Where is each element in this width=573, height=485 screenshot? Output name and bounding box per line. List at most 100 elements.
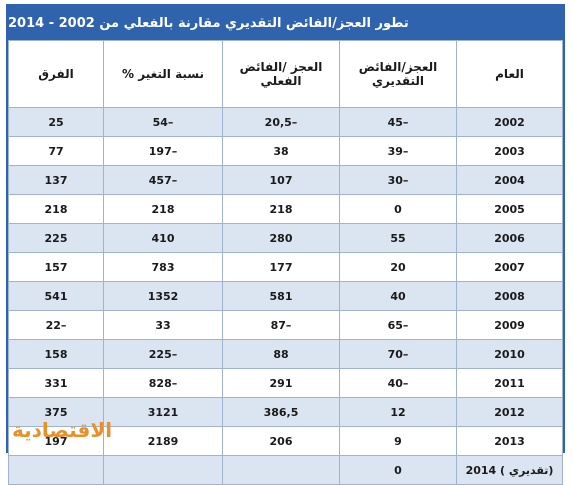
table-row: 2004 30– 107 457– 137	[8, 165, 563, 195]
table-cell: 54–	[103, 107, 223, 137]
table-cell: 291	[222, 368, 340, 398]
cell-text: 20	[390, 260, 406, 274]
table-cell: 70–	[339, 339, 457, 369]
cell-text: 2008	[494, 289, 525, 303]
cell-text: 40–	[387, 376, 409, 390]
table-cell: 218	[8, 194, 104, 224]
cell-text: 54–	[152, 115, 174, 129]
cell-text: 2010	[494, 347, 525, 361]
table-cell	[222, 455, 340, 485]
table-cell: 218	[222, 194, 340, 224]
table-cell: 2007	[456, 252, 563, 282]
table-row: 2007 20 177 783 157	[8, 252, 563, 282]
cell-text: 2005	[494, 202, 525, 216]
table-cell: 2003	[456, 136, 563, 166]
cell-text: 291	[269, 376, 293, 390]
table-row: 2005 0 218 218 218	[8, 194, 563, 224]
data-table: العام العجز/الفائض التقديري العجز /الفائض …	[8, 40, 563, 485]
cell-text: 45–	[387, 115, 409, 129]
table-cell: 280	[222, 223, 340, 253]
table-cell: 107	[222, 165, 340, 195]
cell-text: 9	[394, 434, 402, 448]
table-cell: 30–	[339, 165, 457, 195]
table-row: 2006 55 280 410 225	[8, 223, 563, 253]
cell-text: 3121	[147, 405, 179, 419]
table-cell	[103, 455, 223, 485]
cell-text: 783	[151, 260, 175, 274]
table-cell: 158	[8, 339, 104, 369]
table-cell: 20,5–	[222, 107, 340, 137]
table-cell: 177	[222, 252, 340, 282]
table-row: 2003 39– 38 197– 77	[8, 136, 563, 166]
cell-text: 218	[44, 202, 68, 216]
table-cell: 2189	[103, 426, 223, 456]
table-title: تطور العجز/الفائض التقديري مقارنة بالفعل…	[8, 6, 563, 40]
cell-text: 2189	[147, 434, 179, 448]
table-cell: 2002	[456, 107, 563, 137]
table-cell: 581	[222, 281, 340, 311]
table-cell: 40–	[339, 368, 457, 398]
cell-text: 2012	[494, 405, 525, 419]
cell-text: 70–	[387, 347, 409, 361]
cell-text: 2009	[494, 318, 525, 332]
cell-text: 331	[44, 376, 68, 390]
cell-text: 2013	[494, 434, 525, 448]
cell-text: 55	[390, 231, 406, 245]
cell-text: 157	[44, 260, 68, 274]
cell-text: 0	[394, 463, 402, 477]
table-cell: 65–	[339, 310, 457, 340]
cell-text: 1352	[147, 289, 179, 303]
page: تطور العجز/الفائض التقديري مقارنة بالفعل…	[6, 4, 565, 485]
cell-text: 39–	[387, 144, 409, 158]
table-cell: 33	[103, 310, 223, 340]
logo: الاقتصادية	[12, 418, 113, 442]
table-cell: 55	[339, 223, 457, 253]
cell-text: 581	[269, 289, 293, 303]
table-cell: 541	[8, 281, 104, 311]
table-cell: 331	[8, 368, 104, 398]
table-cell: 2004	[456, 165, 563, 195]
cell-text: 2014 ( تقديري)	[465, 463, 554, 477]
table-cell: 2006	[456, 223, 563, 253]
cell-text: 225	[44, 231, 68, 245]
cell-text: 2004	[494, 173, 525, 187]
table-row: 2012 12 386,5 3121 375	[8, 397, 563, 427]
table-cell: 77	[8, 136, 104, 166]
table-row: 2008 40 581 1352 541	[8, 281, 563, 311]
table-cell: 157	[8, 252, 104, 282]
cell-text: 457–	[148, 173, 178, 187]
cell-text: 375	[44, 405, 68, 419]
table-cell: 375	[8, 397, 104, 427]
cell-text: 88	[273, 347, 289, 361]
table-cell: 2011	[456, 368, 563, 398]
table-row: 2011 40– 291 828– 331	[8, 368, 563, 398]
table-cell: 38	[222, 136, 340, 166]
cell-text: 828–	[148, 376, 178, 390]
table-cell: 0	[339, 194, 457, 224]
table-row: 2010 70– 88 225– 158	[8, 339, 563, 369]
table-row: 2002 45– 20,5– 54– 25	[8, 107, 563, 137]
table-cell: 2009	[456, 310, 563, 340]
cell-text: 158	[44, 347, 68, 361]
table-cell: 3121	[103, 397, 223, 427]
table-cell: 137	[8, 165, 104, 195]
table-cell: 197	[8, 426, 104, 456]
cell-text: 25	[48, 115, 64, 129]
table-cell: 225	[8, 223, 104, 253]
cell-text: 206	[269, 434, 293, 448]
column-header: نسبة التغير %	[103, 40, 223, 108]
cell-text: 0	[394, 202, 402, 216]
cell-text: 2002	[494, 115, 525, 129]
cell-text: 40	[390, 289, 406, 303]
header-row: العام العجز/الفائض التقديري العجز /الفائض …	[8, 40, 563, 108]
cell-text: 137	[44, 173, 68, 187]
table-cell: 12	[339, 397, 457, 427]
table-row: 2013 9 206 2189 197	[8, 426, 563, 456]
table-cell: 40	[339, 281, 457, 311]
table-cell: 0	[339, 455, 457, 485]
cell-text: 2006	[494, 231, 525, 245]
table-cell: 2012	[456, 397, 563, 427]
cell-text: 12	[390, 405, 406, 419]
cell-text: 20,5–	[264, 115, 298, 129]
cell-text: 197	[44, 434, 68, 448]
